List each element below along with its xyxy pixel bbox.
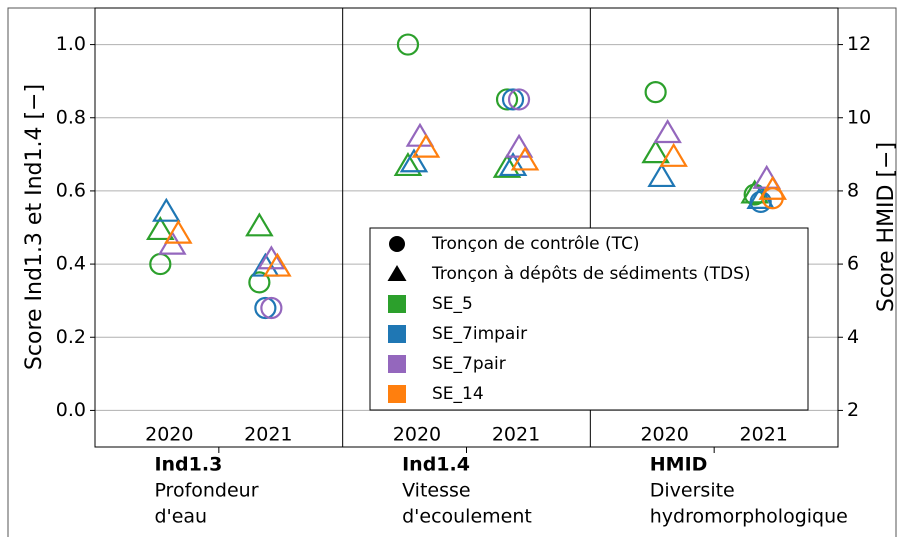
y-axis-label: Score Ind1.3 et Ind1.4 [−] xyxy=(22,84,47,370)
point-tc xyxy=(749,190,772,213)
legend-marker-tc xyxy=(389,236,405,252)
point-tds xyxy=(653,119,682,144)
point-tds xyxy=(647,162,676,188)
legend-label: SE_14 xyxy=(432,384,484,404)
point-tds xyxy=(746,184,775,209)
group-subtitle: d'ecoulement xyxy=(402,506,532,528)
point-tds xyxy=(152,197,181,222)
point-tc xyxy=(254,296,277,320)
point-tds xyxy=(641,139,670,164)
point-tds xyxy=(393,151,423,177)
y-tick-label: 0.2 xyxy=(56,326,86,348)
y2-tick-label: 2 xyxy=(847,399,859,421)
point-tds xyxy=(405,122,435,147)
y-tick-label: 0.8 xyxy=(56,106,86,128)
point-tc xyxy=(644,81,667,104)
y-tick-label: 1.0 xyxy=(56,33,86,55)
group-subtitle: hydromorphologique xyxy=(650,506,848,528)
point-tds xyxy=(245,212,274,237)
y-tick-label: 0.6 xyxy=(56,179,86,201)
legend-label: SE_7pair xyxy=(432,354,506,374)
y2-tick-label: 4 xyxy=(847,326,859,348)
legend-label: SE_7impair xyxy=(432,324,527,344)
y2-axis-label: Score HMID [−] xyxy=(874,142,899,312)
group-name: Ind1.4 xyxy=(402,454,470,476)
y-tick-label: 0.4 xyxy=(56,253,86,275)
y2-tick-label: 10 xyxy=(847,106,871,128)
legend-swatch xyxy=(388,325,406,343)
x-tick-label: 2020 xyxy=(393,424,441,446)
legend-label: SE_5 xyxy=(432,294,473,314)
point-tds xyxy=(164,219,193,244)
legend-marker-tds xyxy=(387,265,407,281)
group-subtitle: d'eau xyxy=(154,506,207,528)
y-tick-label: 0.0 xyxy=(56,399,86,421)
group-subtitle: Diversite xyxy=(650,480,735,502)
point-tc xyxy=(396,33,420,56)
legend-box xyxy=(369,227,809,411)
point-tc xyxy=(507,88,531,111)
y2-tick-label: 6 xyxy=(847,253,859,275)
point-tc xyxy=(248,271,271,294)
point-tc xyxy=(260,296,283,320)
x-tick-label: 2021 xyxy=(492,424,540,446)
point-tds xyxy=(411,133,441,158)
point-tc xyxy=(761,187,784,210)
group-subtitle: Vitesse xyxy=(402,480,471,502)
x-tick-label: 2021 xyxy=(740,424,788,446)
legend-label: Tronçon de contrôle (TC) xyxy=(431,234,640,254)
point-tds xyxy=(263,252,292,277)
point-tds xyxy=(257,245,286,270)
point-tds xyxy=(659,142,688,167)
y2-tick-label: 12 xyxy=(847,33,871,55)
x-tick-label: 2020 xyxy=(145,424,193,446)
point-tc xyxy=(501,88,525,111)
legend-swatch xyxy=(388,295,406,313)
group-name: Ind1.3 xyxy=(154,454,222,476)
point-tds xyxy=(498,151,528,177)
point-tds xyxy=(399,148,429,173)
x-tick-label: 2021 xyxy=(244,424,292,446)
point-tc xyxy=(495,88,519,111)
point-tds xyxy=(510,146,540,171)
point-tds xyxy=(492,153,522,178)
legend-swatch xyxy=(388,355,406,373)
group-name: HMID xyxy=(650,454,708,476)
legend-swatch xyxy=(388,385,406,403)
x-tick-label: 2020 xyxy=(640,424,688,446)
point-tds xyxy=(758,175,787,200)
point-tds xyxy=(146,216,175,241)
group-subtitle: Profondeur xyxy=(154,480,258,502)
legend-label: Tronçon à dépôts de sédiments (TDS) xyxy=(431,264,751,284)
y2-tick-label: 8 xyxy=(847,179,859,201)
